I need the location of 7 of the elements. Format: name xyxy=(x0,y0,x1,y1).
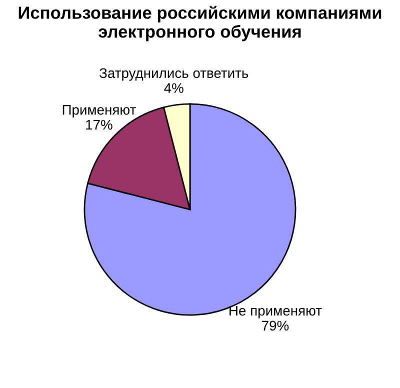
slice-label: Применяют xyxy=(62,105,136,118)
data-label: 79% xyxy=(262,320,289,331)
slice-label: Затруднились ответить xyxy=(100,68,248,81)
data-label: 4% xyxy=(164,83,184,93)
slice-label: Не применяют xyxy=(230,306,322,318)
chart-title: Использование российскими компаниями электронного обучения xyxy=(18,6,382,42)
data-label: 17% xyxy=(86,120,112,130)
